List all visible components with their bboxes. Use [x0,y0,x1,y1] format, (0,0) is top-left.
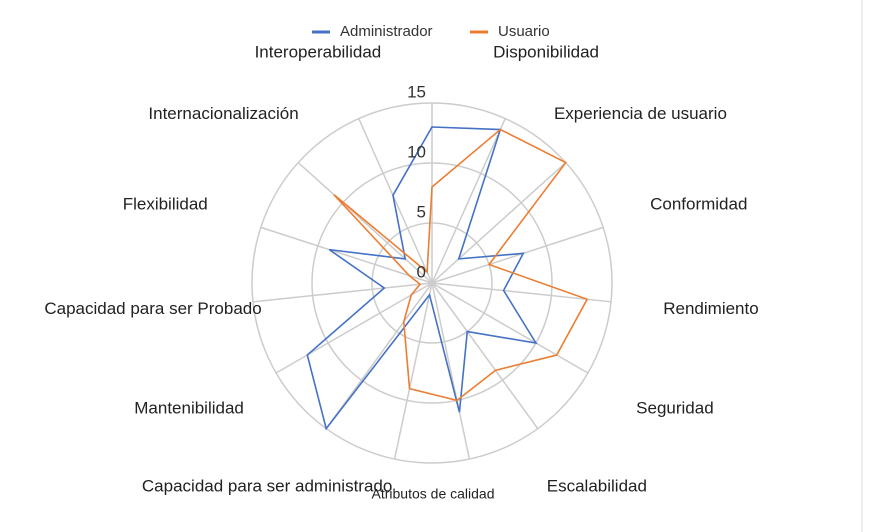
spoke [325,282,433,430]
spoke [393,282,433,460]
category-label: Internacionalización [148,104,298,123]
spoke [431,282,471,460]
tick-label: 5 [417,202,426,221]
series-line [306,126,538,431]
spoke [431,282,539,430]
category-label: Mantenibilidad [134,398,244,417]
spoke [297,161,433,284]
tick-label: 15 [407,82,426,101]
spoke [252,282,433,303]
spoke [431,118,506,284]
axis-title: Atributos de calidad [372,486,495,502]
category-label: Experiencia de usuario [554,104,727,123]
category-label: Escalabilidad [547,476,647,495]
category-label: Conformidad [650,195,747,214]
tick-label: 10 [407,142,426,161]
category-label: Capacidad para ser Probado [44,299,261,318]
legend-label: Usuario [498,23,550,40]
category-label: Capacidad para ser administrado [142,476,392,495]
category-label: Rendimiento [663,299,758,318]
spoke [358,118,433,284]
category-label: Flexibilidad [123,195,208,214]
spoke [431,282,589,374]
series-line [333,128,589,402]
tick-label: 0 [417,262,426,281]
spoke [260,226,433,284]
spoke [275,282,433,374]
category-label: Interoperabilidad [255,42,382,61]
category-label: Disponibilidad [493,42,599,61]
spoke [431,161,567,284]
legend-label: Administrador [340,23,433,40]
category-label: Seguridad [636,398,714,417]
spoke [431,282,612,303]
spoke [431,226,604,284]
